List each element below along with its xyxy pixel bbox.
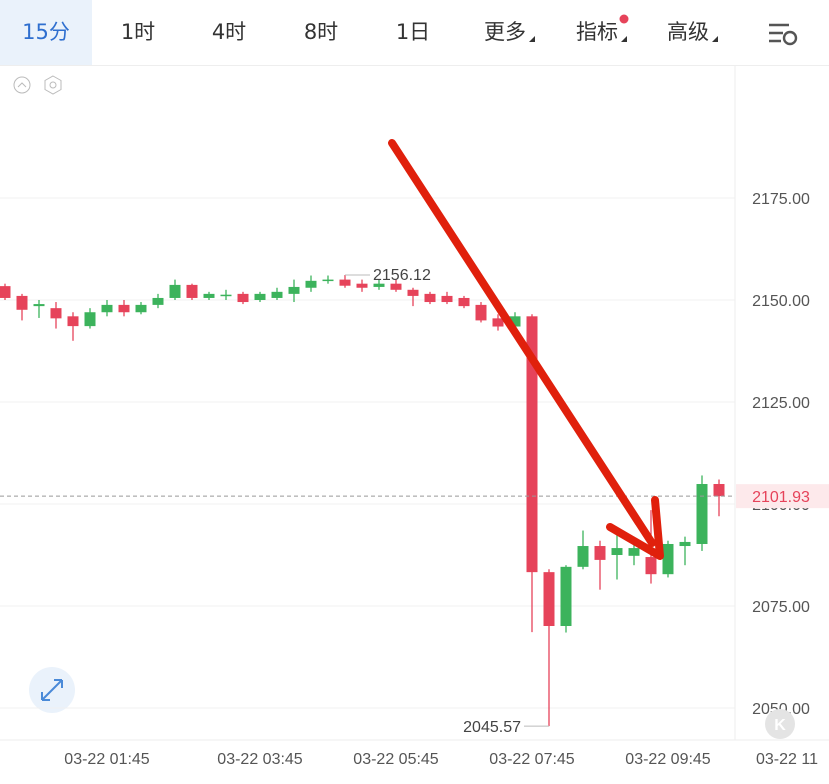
annotation-arrow <box>388 139 664 560</box>
candle-body <box>679 541 691 547</box>
candle-body <box>356 283 368 288</box>
candle-body <box>662 543 674 575</box>
candle-body <box>118 304 130 313</box>
chart-settings-icon[interactable] <box>769 23 798 46</box>
candle-body <box>628 548 640 556</box>
candle-body <box>373 283 385 287</box>
candle-body <box>560 566 572 627</box>
high-label: 2156.12 <box>373 267 431 284</box>
candle-body <box>101 304 113 313</box>
tab[interactable]: 1时 <box>120 20 156 44</box>
candle-body <box>50 308 62 319</box>
tab[interactable]: 更多 <box>484 20 526 44</box>
tab[interactable]: 15分 <box>22 20 70 44</box>
last-price-label: 2101.93 <box>752 489 810 506</box>
candle-body <box>203 293 215 298</box>
dropdown-caret <box>712 36 718 42</box>
tab-selected-bg <box>0 0 92 65</box>
candle-body <box>169 284 181 298</box>
candle-body <box>186 284 198 298</box>
tab[interactable]: 1日 <box>395 20 431 44</box>
arrow-head <box>606 496 664 560</box>
candle-body <box>509 316 521 327</box>
candle-body <box>152 297 164 305</box>
candle-body <box>407 289 419 296</box>
candle-body <box>0 286 11 298</box>
settings-icon[interactable] <box>44 75 62 95</box>
x-tick-label: 03-22 05:45 <box>353 751 439 768</box>
last-price-box <box>736 484 829 509</box>
candle-body <box>135 304 147 313</box>
candle-body <box>33 304 45 307</box>
candle-body <box>67 316 79 327</box>
tab[interactable]: 8时 <box>303 20 339 44</box>
candle-body <box>492 318 504 327</box>
candle-body <box>713 484 725 497</box>
x-tick-label: 03-22 11 <box>756 751 818 768</box>
x-tick-label: 03-22 01:45 <box>64 751 150 768</box>
badge-dot <box>619 14 629 24</box>
candle-body <box>390 283 402 290</box>
candle-body <box>288 286 300 294</box>
candle-body <box>254 293 266 300</box>
candle-body <box>84 312 96 327</box>
candle-body <box>475 304 487 321</box>
collapse-icon[interactable] <box>13 76 31 94</box>
dropdown-caret <box>621 36 627 42</box>
dropdown-caret <box>529 36 535 42</box>
candle-body <box>696 484 708 544</box>
candle-body <box>594 546 606 560</box>
toolbar: 15分 1时 4时 8时 1日 更多 指标 高级 <box>0 0 829 66</box>
y-tick-label: 2175.00 <box>752 191 810 208</box>
icon-k: K <box>774 717 786 734</box>
candle-body <box>611 548 623 556</box>
y-tick-label: 2150.00 <box>752 293 810 310</box>
expand-icon <box>41 679 63 701</box>
low-label: 2045.57 <box>463 719 521 736</box>
candle-body <box>543 572 555 627</box>
collapse-icon <box>17 82 27 88</box>
candle-body <box>305 280 317 288</box>
candle-body <box>577 546 589 567</box>
candle-body <box>237 293 249 303</box>
candle-body <box>339 279 351 286</box>
arrow-shaft <box>388 139 656 547</box>
candle-body <box>526 316 538 573</box>
candle-body <box>424 293 436 303</box>
candle-body <box>271 291 283 298</box>
settings-icon <box>49 81 57 89</box>
tab[interactable]: 4时 <box>211 20 247 44</box>
icon-line <box>769 23 789 43</box>
candle-body <box>645 557 657 575</box>
y-tick-label: 2075.00 <box>752 599 810 616</box>
candle-body <box>220 294 232 297</box>
tab[interactable]: 指标 <box>576 20 618 44</box>
x-tick-label: 03-22 03:45 <box>217 751 303 768</box>
y-tick-label: 2125.00 <box>752 395 810 412</box>
candle-body <box>322 279 334 282</box>
candle-body <box>458 297 470 307</box>
tab[interactable]: 高级 <box>667 20 709 44</box>
candle-body <box>441 295 453 303</box>
x-tick-label: 03-22 09:45 <box>625 751 711 768</box>
x-tick-label: 03-22 07:45 <box>489 751 575 768</box>
icon-gear <box>782 30 798 46</box>
candle-body <box>16 295 28 310</box>
scroll-latest-button[interactable] <box>765 709 795 739</box>
